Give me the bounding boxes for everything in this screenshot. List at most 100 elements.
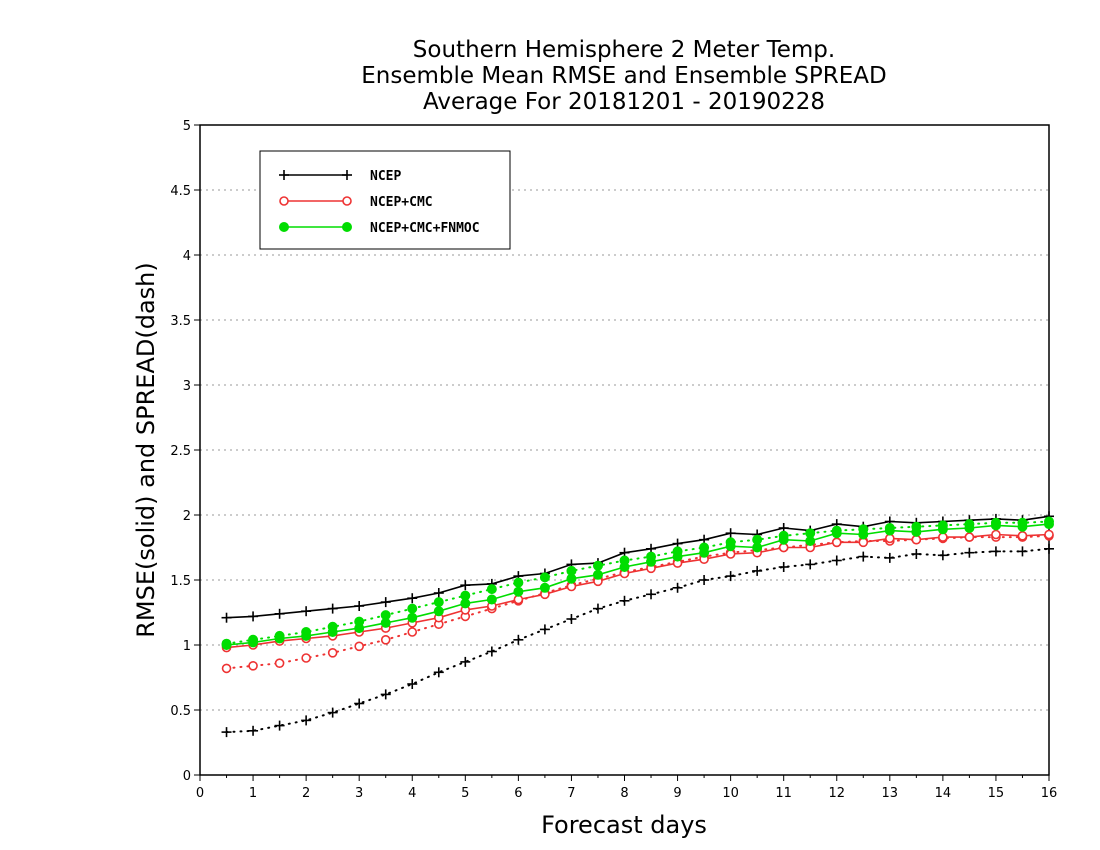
ncep-spread-point [646, 589, 657, 600]
ncep-cmc-spread-line [225, 534, 1050, 670]
y-axis-title: RMSE(solid) and SPREAD(dash) [132, 262, 160, 638]
ncep-rmse-point [725, 528, 736, 539]
ncep-cmc-spread-point [301, 653, 311, 663]
ncep-cmc-fnmoc-rmse-point [858, 529, 869, 540]
ncep-cmc-fnmoc-rmse-point [513, 586, 524, 597]
ncep-cmc-fnmoc-rmse-point [301, 630, 312, 641]
ncep-spread-point [805, 559, 816, 570]
legend-marker-ncep [342, 170, 352, 180]
ncep-rmse-point [248, 611, 259, 622]
y-tick-label: 4.5 [170, 184, 191, 199]
ncep-spread-point [460, 656, 471, 667]
ncep-spread-point [1044, 543, 1054, 554]
ncep-cmc-fnmoc-rmse-point [699, 547, 710, 558]
ncep-cmc-fnmoc-rmse-point [354, 623, 365, 634]
ncep-cmc-fnmoc-rmse-point [1044, 519, 1054, 530]
ncep-cmc-fnmoc-rmse-point [592, 569, 603, 580]
ncep-cmc-spread-point [327, 647, 338, 658]
ncep-rmse-point [407, 593, 418, 604]
ncep-cmc-fnmoc-rmse-point [433, 606, 444, 617]
y-tick-label: 4 [183, 249, 191, 264]
ncep-cmc-rmse-point [1044, 529, 1054, 540]
ncep-cmc-fnmoc-rmse-point [646, 556, 657, 567]
ncep-cmc-fnmoc-rmse-point [1017, 521, 1028, 532]
ncep-cmc-fnmoc-rmse-point [619, 562, 630, 572]
y-tick-label: 3.5 [170, 314, 191, 329]
ncep-cmc-fnmoc-rmse-point [539, 582, 550, 593]
x-tick-label: 8 [620, 786, 628, 801]
ncep-cmc-fnmoc-rmse-point [566, 573, 577, 584]
chart-title: Southern Hemisphere 2 Meter Temp. Ensemb… [361, 37, 886, 115]
ncep-spread-point [539, 624, 550, 635]
ncep-spread-point [221, 727, 232, 738]
ncep-cmc-fnmoc-rmse-point [221, 640, 232, 650]
y-tick-label: 0 [183, 769, 191, 784]
y-tick-label: 5 [183, 119, 191, 134]
ncep-cmc-fnmoc-rmse-point [274, 633, 285, 644]
legend-label-ncep: NCEP [370, 169, 401, 184]
x-tick-label: 7 [567, 786, 575, 801]
ncep-cmc-fnmoc-rmse-point [805, 536, 816, 546]
ncep-cmc-spread-point [407, 627, 418, 637]
ncep-rmse-point [380, 597, 391, 608]
ncep-cmc-fnmoc-rmse-point [964, 523, 975, 533]
ncep-cmc-fnmoc-rmse-point [460, 598, 471, 609]
ncep-cmc-fnmoc-rmse-point [778, 534, 789, 545]
y-tick-label: 1 [183, 639, 191, 654]
ncep-spread-point [248, 725, 259, 736]
title-line-1: Southern Hemisphere 2 Meter Temp. [413, 37, 835, 63]
x-tick-label: 2 [302, 786, 310, 801]
ncep-spread-point [831, 555, 842, 566]
x-tick-label: 16 [1041, 786, 1058, 801]
ncep-spread-point [566, 614, 577, 624]
y-tick-label: 2 [183, 509, 191, 524]
ncep-cmc-fnmoc-rmse-point [407, 612, 418, 623]
ncep-cmc-fnmoc-rmse-point [725, 541, 736, 552]
x-tick-label: 1 [249, 786, 257, 801]
ncep-rmse-point [354, 601, 365, 611]
ncep-cmc-fnmoc-rmse-point [752, 542, 763, 553]
ncep-rmse-point [433, 588, 444, 598]
axes: 00.511.522.533.544.550 1 2 3 4 5 6 7 8 9 10 11 12 13 1… [170, 119, 1057, 801]
ncep-cmc-rmse-point [964, 532, 975, 542]
ncep-cmc-fnmoc-rmse-point [884, 525, 895, 536]
ncep-cmc-spread-point [274, 658, 285, 669]
x-tick-label: 0 [196, 786, 204, 801]
x-tick-label: 3 [355, 786, 363, 801]
ncep-cmc-fnmoc-spread-point [592, 560, 603, 571]
y-tick-label: 2.5 [170, 444, 191, 459]
ncep-spread-point [407, 679, 418, 689]
x-tick-label: 15 [988, 786, 1005, 801]
ncep-cmc-fnmoc-rmse-point [911, 526, 922, 537]
y-tick-label: 0.5 [170, 704, 191, 719]
legend-marker-ncep [279, 170, 289, 180]
ncep-spread-point [725, 571, 736, 582]
ncep-cmc-fnmoc-rmse-point [831, 528, 842, 539]
ncep-cmc-spread-point [354, 641, 364, 652]
ncep-cmc-fnmoc-rmse-point [990, 520, 1001, 531]
x-tick-label: 6 [514, 786, 522, 801]
ncep-spread-point [752, 565, 763, 576]
x-tick-label: 10 [722, 786, 739, 801]
x-tick-label: 12 [828, 786, 845, 801]
ncep-cmc-fnmoc-rmse-point [672, 551, 683, 562]
ncep-spread-point [433, 667, 444, 678]
legend-label-ncep-cmc-fnmoc: NCEP+CMC+FNMOC [370, 221, 480, 236]
ncep-cmc-fnmoc-rmse-point [327, 627, 338, 637]
ncep-spread-point [778, 562, 789, 572]
ncep-cmc-fnmoc-rmse-point [248, 637, 259, 648]
x-tick-label: 9 [673, 786, 681, 801]
ncep-spread-point [327, 707, 338, 718]
ncep-rmse-point [274, 608, 285, 619]
ncep-spread-line [225, 547, 1050, 734]
ncep-spread-point [672, 582, 683, 593]
ncep-cmc-fnmoc-rmse-point [937, 524, 948, 535]
ncep-cmc-fnmoc-rmse-point [486, 594, 497, 605]
ncep-cmc-fnmoc-rmse-point [380, 617, 391, 628]
ncep-spread-point [699, 575, 710, 585]
ncep-cmc-spread-point [221, 663, 232, 674]
ncep-cmc-rmse-point [1017, 530, 1028, 541]
ncep-spread-point [354, 698, 365, 709]
ncep-rmse-point [327, 603, 338, 614]
